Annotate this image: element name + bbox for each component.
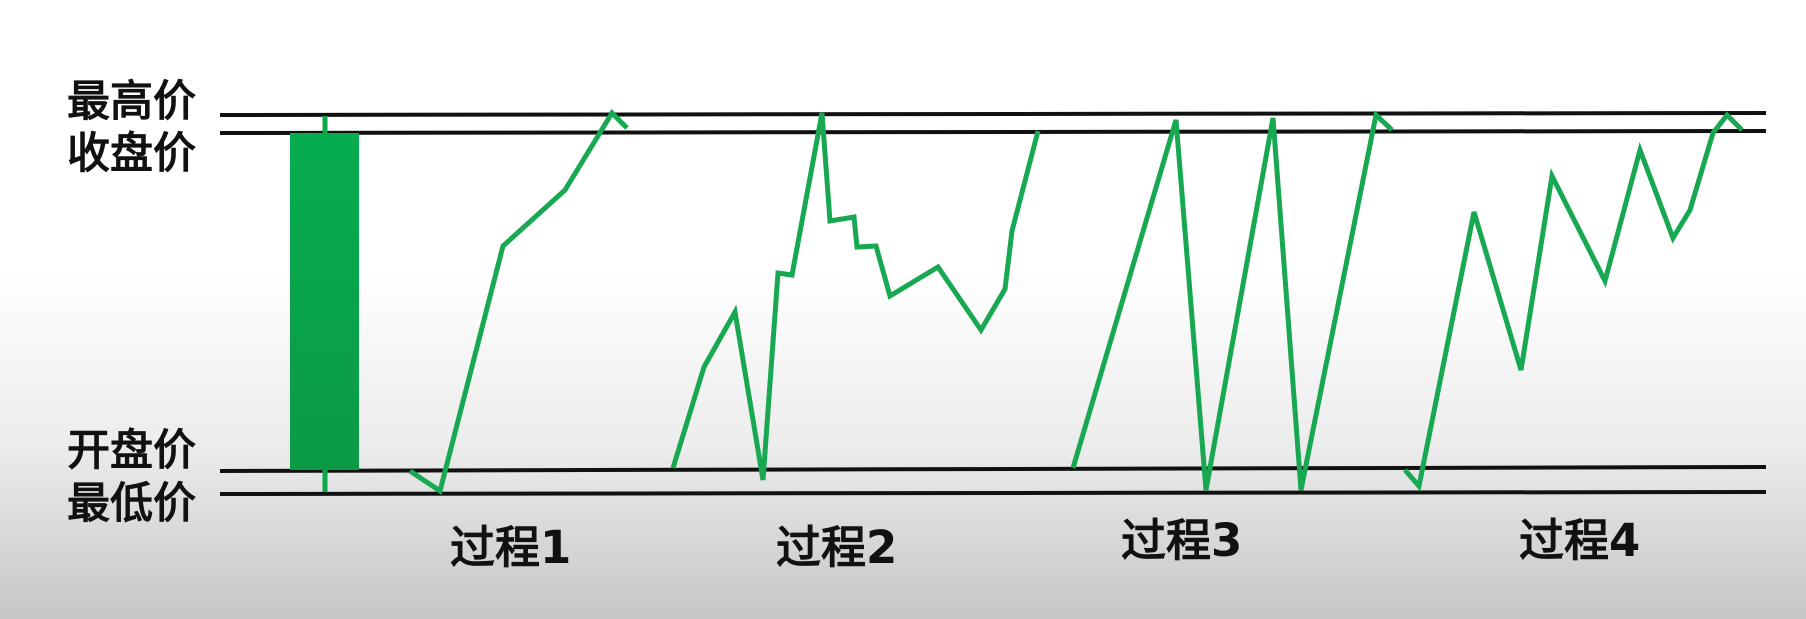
close-price-line (219, 129, 1767, 135)
process-1-path (408, 108, 629, 496)
candle-body (290, 133, 359, 470)
open-price-label: 开盘价 (67, 426, 196, 476)
process-1-label: 过程1 (450, 521, 571, 574)
low-price-line (219, 490, 1767, 496)
process-2-label: 过程2 (776, 521, 897, 574)
high-price-line (219, 111, 1767, 117)
process-2-path (670, 112, 1041, 481)
process-3-label: 过程3 (1121, 514, 1242, 567)
process-4-path (1403, 111, 1744, 492)
open-price-line (219, 465, 1767, 473)
process-4-label: 过程4 (1519, 514, 1640, 567)
close-price-label: 收盘价 (67, 129, 196, 179)
process-3-path (1070, 110, 1394, 491)
low-price-label: 最低价 (67, 479, 196, 529)
high-price-label: 最高价 (67, 77, 196, 127)
